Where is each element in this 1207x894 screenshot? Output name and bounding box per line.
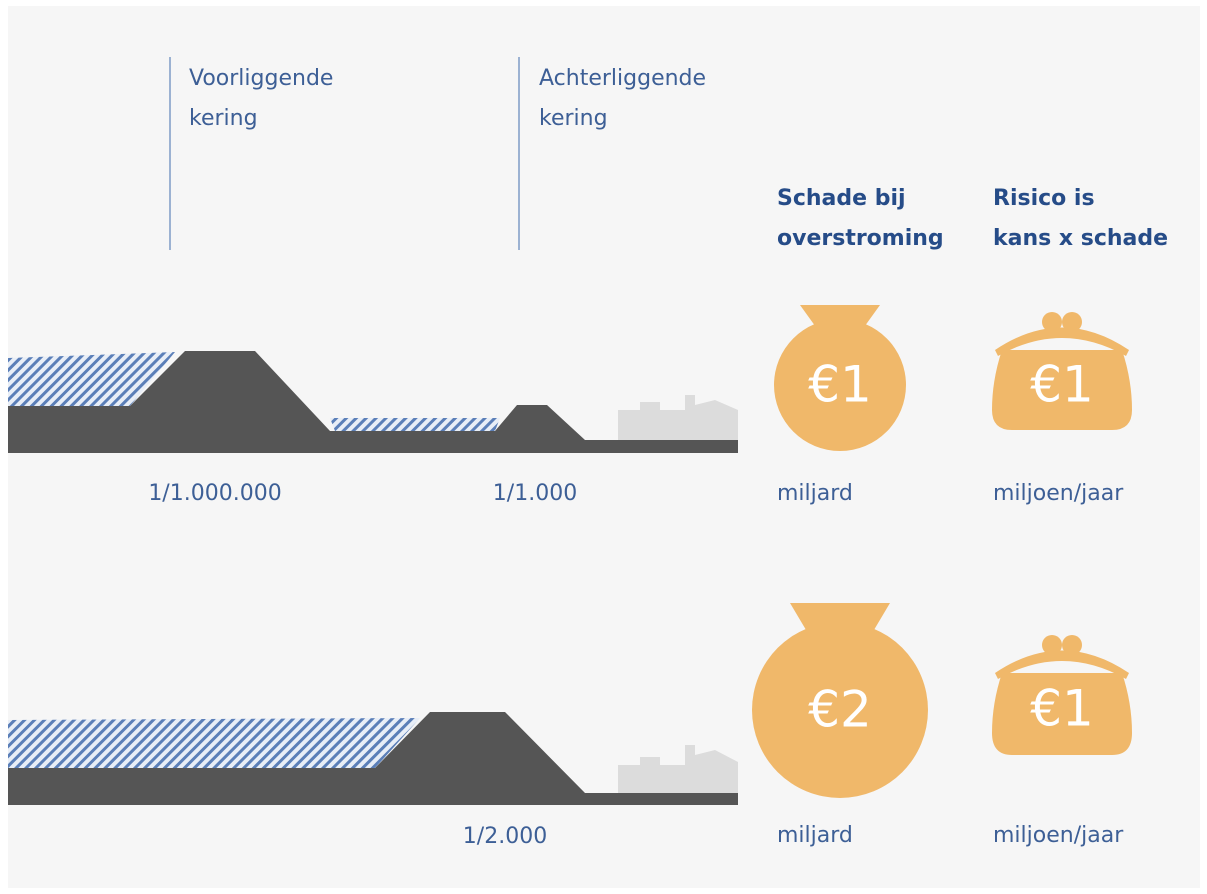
column-label: Voorliggende kering <box>189 66 333 131</box>
amount: €1 <box>808 356 872 414</box>
unit: miljard <box>777 481 853 506</box>
probability: 1/2.000 <box>463 824 547 849</box>
column-label: Achterliggende kering <box>539 66 706 131</box>
landscape <box>8 351 738 453</box>
money-bag: €1 <box>774 305 906 451</box>
unit: miljoen/jaar <box>993 481 1124 506</box>
money-bag: €2 <box>752 603 928 798</box>
probability: 1/1.000 <box>493 481 577 506</box>
purse: €1 <box>992 635 1132 755</box>
unit: miljoen/jaar <box>993 823 1124 848</box>
purse: €1 <box>992 312 1132 430</box>
column-header: Risico is kans x schade <box>993 186 1168 251</box>
amount: €1 <box>1030 356 1094 414</box>
amount: €2 <box>808 681 872 739</box>
column-header: Schade bij overstroming <box>777 186 944 251</box>
probability: 1/1.000.000 <box>148 481 281 506</box>
landscape <box>8 712 738 805</box>
unit: miljard <box>777 823 853 848</box>
amount: €1 <box>1030 680 1094 738</box>
